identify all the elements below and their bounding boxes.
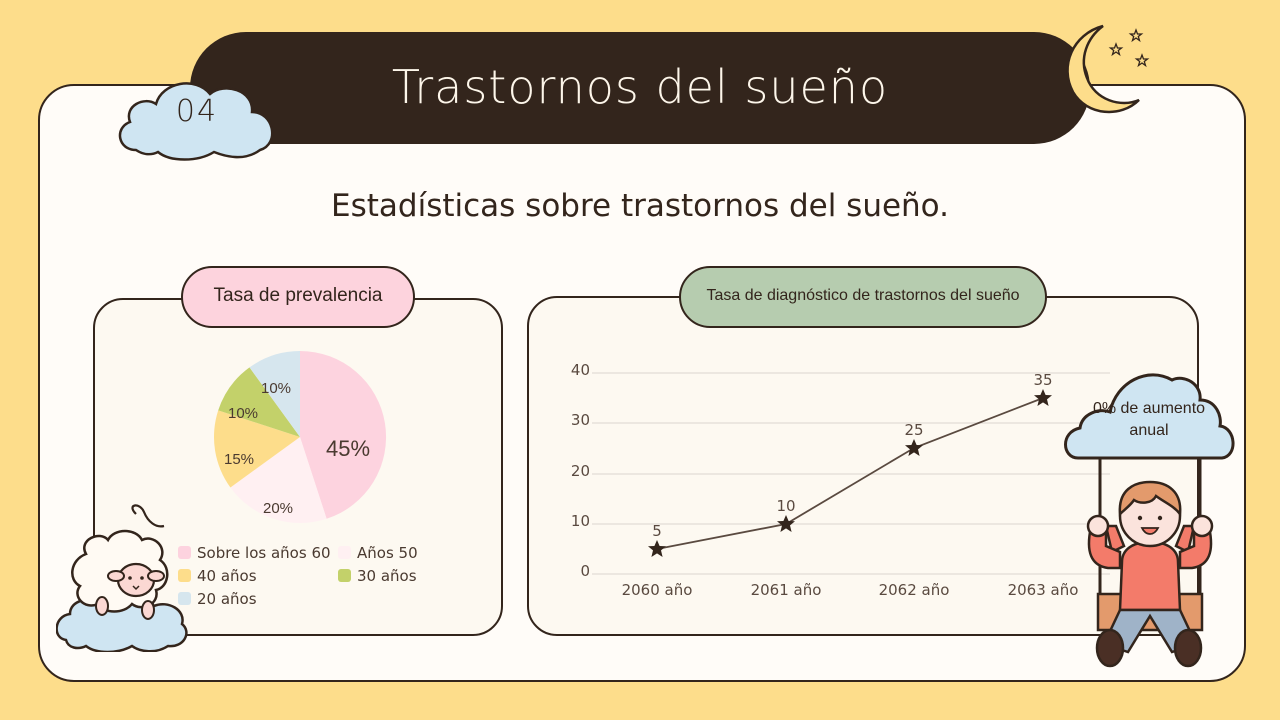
x-tick: 2063 año	[1008, 581, 1079, 599]
prevalence-pill: Tasa de prevalencia	[181, 266, 415, 328]
data-label: 10	[776, 497, 795, 515]
y-tick: 10	[571, 512, 590, 530]
legend-swatch	[338, 546, 351, 559]
stars-icon	[1108, 28, 1150, 68]
pie-label-15: 15%	[224, 451, 255, 468]
page-title: Trastornos del sueño	[391, 60, 889, 114]
legend-item: Sobre los años 60	[178, 544, 331, 562]
legend-item: Años 50	[338, 544, 418, 562]
legend-label: 40 años	[197, 567, 257, 585]
diagnosis-pill: Tasa de diagnóstico de trastornos del su…	[679, 266, 1047, 328]
legend-label: Sobre los años 60	[197, 544, 331, 562]
section-number-cloud: 04	[114, 70, 280, 166]
pie-label-45: 45%	[326, 436, 371, 461]
legend-item: 20 años	[178, 590, 257, 608]
annual-increase-line2: anual	[1129, 422, 1169, 439]
star-marker-icon	[1034, 389, 1052, 406]
pie-label-10-green: 10%	[228, 405, 259, 422]
legend-swatch	[178, 546, 191, 559]
legend-item: 30 años	[338, 567, 417, 585]
sheep-on-cloud-illustration	[56, 504, 188, 652]
x-tick: 2062 año	[879, 581, 950, 599]
legend-item: 40 años	[178, 567, 257, 585]
data-label: 35	[1033, 371, 1052, 389]
y-tick: 0	[580, 562, 590, 580]
title-bar: Trastornos del sueño	[190, 32, 1090, 144]
data-label: 5	[652, 522, 662, 540]
star-marker-icon	[777, 515, 795, 532]
prevalence-pie-chart	[213, 351, 387, 524]
pie-label-10-blue: 10%	[261, 380, 292, 397]
diagnosis-pill-label: Tasa de diagnóstico de trastornos del su…	[706, 287, 1020, 304]
subtitle: Estadísticas sobre trastornos del sueño.	[331, 188, 949, 224]
x-tick: 2061 año	[751, 581, 822, 599]
data-label: 25	[904, 421, 923, 439]
legend-swatch	[178, 569, 191, 582]
star-marker-icon	[648, 540, 666, 557]
x-tick: 2060 año	[622, 581, 693, 599]
section-number: 04	[175, 94, 219, 129]
legend-label: 30 años	[357, 567, 417, 585]
cloud-icon	[118, 82, 274, 161]
legend-swatch	[338, 569, 351, 582]
legend-label: Años 50	[357, 544, 418, 562]
diagnosis-line-chart: 40 30 20 10 0 5 10 25 35 2060 año 2061 a…	[571, 361, 1110, 599]
annual-increase-line1: 0% de aumento	[1092, 400, 1206, 417]
star-marker-icon	[905, 439, 923, 456]
pie-label-20: 20%	[263, 500, 294, 517]
y-tick: 40	[571, 361, 590, 379]
legend-swatch	[178, 592, 191, 605]
annual-increase-note: 0% de aumento anual	[1070, 398, 1228, 442]
y-tick: 30	[571, 411, 590, 429]
legend-label: 20 años	[197, 590, 257, 608]
boy-on-swing-illustration	[1064, 373, 1235, 668]
diagnosis-panel	[527, 296, 1199, 636]
prevalence-pill-label: Tasa de prevalencia	[213, 285, 383, 306]
moon-icon	[1066, 24, 1140, 114]
y-tick: 20	[571, 462, 590, 480]
